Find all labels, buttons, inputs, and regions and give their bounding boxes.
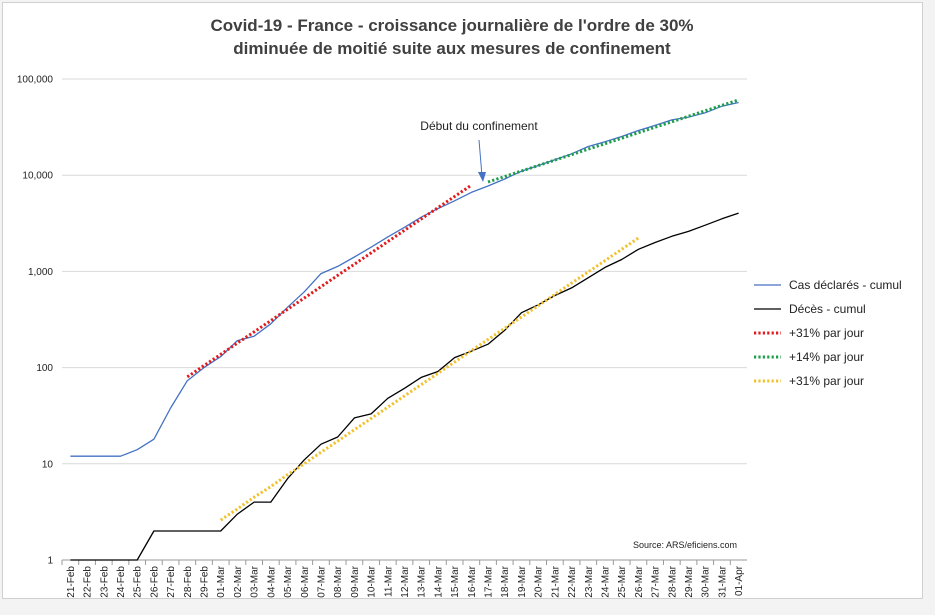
x-tick-label: 22-Feb (83, 566, 94, 598)
annotation-arrow-line (478, 139, 483, 177)
series-line-4 (219, 236, 640, 522)
x-tick-label: 17-Mar (484, 565, 495, 597)
x-tick-label: 24-Feb (116, 566, 127, 598)
x-axis: 21-Feb 22-Feb 23-Feb 24-Feb 25-Feb 26-Feb 27-F… (61, 560, 745, 598)
chart-title: Covid-19 - France - croissance journaliè… (210, 16, 693, 35)
annotation-label: Début du confinement (420, 119, 538, 133)
x-tick-label: 26-Feb (149, 566, 160, 598)
y-tick-label: 1 (47, 556, 53, 567)
annotation-arrow-head (478, 172, 486, 182)
annotation-group: Début du confinement (420, 119, 538, 182)
x-tick-label: 21-Mar (550, 565, 561, 597)
chart-frame (2, 2, 923, 599)
x-tick-label: 11-Mar (383, 565, 394, 597)
x-tick-label: 10-Mar (367, 565, 378, 597)
legend: Cas déclarés - cumul Décès - cumul +31% pa… (754, 278, 902, 388)
source-note: Source: ARS/eficiens.com (633, 540, 737, 550)
legend-label: +14% par jour (789, 350, 864, 364)
y-tick-label: 100,000 (17, 75, 54, 86)
x-tick-label: 29-Mar (684, 565, 695, 597)
y-tick-label: 10 (42, 459, 54, 470)
legend-label: +31% par jour (789, 326, 864, 340)
x-tick-label: 15-Mar (450, 565, 461, 597)
legend-label: Décès - cumul (789, 302, 866, 316)
x-tick-label: 20-Mar (534, 565, 545, 597)
chart-subtitle: diminuée de moitié suite aux mesures de … (233, 39, 671, 58)
x-tick-label: 25-Feb (133, 566, 144, 598)
x-tick-label: 28-Mar (667, 565, 678, 597)
x-tick-label: 09-Mar (350, 565, 361, 597)
x-tick-label: 19-Mar (517, 565, 528, 597)
x-tick-label: 13-Mar (417, 565, 428, 597)
x-tick-label: 06-Mar (300, 565, 311, 597)
x-tick-label: 16-Mar (467, 565, 478, 597)
x-tick-label: 23-Feb (99, 566, 110, 598)
x-tick-label: 08-Mar (333, 565, 344, 597)
x-tick-label: 04-Mar (266, 565, 277, 597)
x-tick-label: 18-Mar (500, 565, 511, 597)
y-tick-label: 1,000 (28, 267, 53, 278)
x-tick-label: 01-Apr (734, 565, 745, 596)
x-tick-label: 07-Mar (316, 565, 327, 597)
legend-label: Cas déclarés - cumul (789, 278, 902, 292)
series-layer (70, 98, 740, 561)
x-tick-label: 14-Mar (433, 565, 444, 597)
x-tick-label: 12-Mar (400, 565, 411, 597)
x-tick-label: 23-Mar (584, 565, 595, 597)
x-tick-label: 31-Mar (717, 565, 728, 597)
x-tick-label: 29-Feb (200, 566, 211, 598)
x-tick-label: 30-Mar (701, 565, 712, 597)
x-tick-label: 03-Mar (250, 565, 261, 597)
y-tick-label: 100 (36, 363, 53, 374)
x-tick-label: 27-Feb (166, 566, 177, 598)
y-tick-label: 10,000 (22, 171, 53, 182)
x-tick-label: 21-Feb (66, 566, 77, 598)
x-tick-label: 26-Mar (634, 565, 645, 597)
x-tick-label: 24-Mar (600, 565, 611, 597)
x-tick-label: 22-Mar (567, 565, 578, 597)
x-tick-label: 27-Mar (651, 565, 662, 597)
series-line-0 (70, 101, 739, 457)
x-tick-label: 25-Mar (617, 565, 628, 597)
series-line-3 (487, 98, 740, 184)
series-line-1 (70, 212, 739, 561)
x-tick-label: 05-Mar (283, 565, 294, 597)
x-tick-label: 02-Mar (233, 565, 244, 597)
y-axis: 1 10 100 1,000 10,000 100,000 (17, 75, 54, 567)
legend-label: +31% par jour (789, 374, 864, 388)
x-tick-label: 01-Mar (216, 565, 227, 597)
x-tick-label: 28-Feb (183, 566, 194, 598)
gridlines (62, 78, 747, 561)
